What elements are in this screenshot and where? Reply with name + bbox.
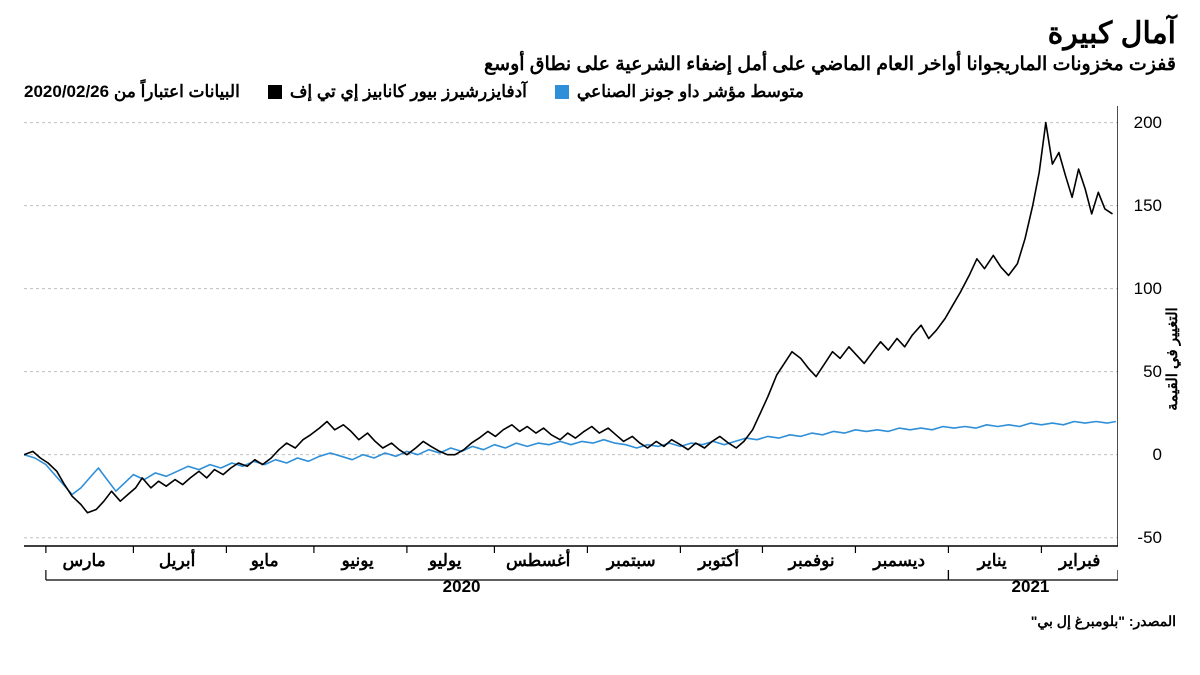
x-month-label: سبتمبر — [607, 551, 656, 571]
x-month-label: مارس — [63, 551, 106, 571]
legend-label-series1: آدفايزرشيرز بيور كانابيز إي تي إف — [290, 82, 527, 102]
x-month-label: أبريل — [159, 551, 195, 571]
x-month-label: نوفمبر — [789, 551, 835, 571]
y-tick-label: 0 — [1153, 445, 1162, 465]
chart-subtitle: قفزت مخزونات الماريجوانا أواخر العام الم… — [24, 53, 1176, 76]
x-month-label: يوليو — [429, 551, 462, 571]
x-month-label: فبراير — [1059, 551, 1100, 571]
x-labels: مارس أبريل مايو يونيو يوليو أغسطس سبتمبر أكتوبر… — [24, 551, 1118, 601]
source-text: المصدر: "بلومبرغ إل بي" — [24, 613, 1176, 630]
y-tick-label: 200 — [1134, 113, 1162, 133]
legend-row: البيانات اعتباراً من 2020/02/26 آدفايزرش… — [24, 82, 1176, 102]
legend-label-series2: متوسط مؤشر داو جونز الصناعي — [577, 82, 804, 102]
legend-swatch-series1 — [268, 85, 282, 99]
plot-svg — [24, 106, 1118, 584]
x-month-label: يونيو — [342, 551, 374, 571]
x-month-label: ديسمبر — [873, 551, 925, 571]
asof-text: البيانات اعتباراً من 2020/02/26 — [24, 82, 240, 102]
x-month-label: أغسطس — [506, 551, 570, 571]
legend-item-series2: متوسط مؤشر داو جونز الصناعي — [555, 82, 804, 102]
x-month-label: يناير — [978, 551, 1007, 571]
plot-area — [24, 106, 1118, 546]
x-year-label: 2021 — [1012, 577, 1050, 597]
chart-title: آمال كبيرة — [24, 16, 1176, 51]
y-tick-label: 50 — [1143, 362, 1162, 382]
y-axis-label: التغيير في القيمة — [1164, 307, 1182, 410]
y-tick-label: -50 — [1137, 528, 1162, 548]
y-ticks: -50 0 50 100 150 200 — [1122, 106, 1162, 546]
x-month-label: أكتوبر — [698, 551, 739, 571]
legend-item-series1: آدفايزرشيرز بيور كانابيز إي تي إف — [268, 82, 527, 102]
y-tick-label: 100 — [1134, 279, 1162, 299]
y-tick-label: 150 — [1134, 196, 1162, 216]
x-year-label: 2020 — [443, 577, 481, 597]
x-month-label: مايو — [251, 551, 279, 571]
chart-area: التغيير في القيمة -50050100150200 مارسأب… — [24, 106, 1176, 611]
legend-swatch-series2 — [555, 85, 569, 99]
